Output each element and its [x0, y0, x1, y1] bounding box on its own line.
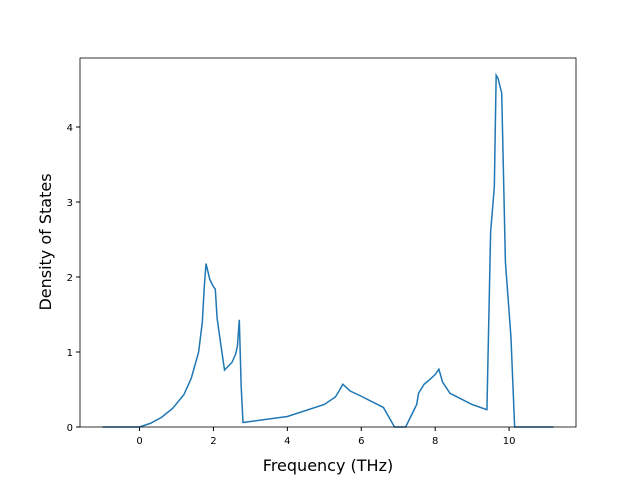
x-tick-label: 8 [432, 436, 438, 447]
y-tick-label: 4 [67, 123, 73, 134]
x-tick-label: 6 [358, 436, 364, 447]
y-tick-label: 0 [67, 423, 73, 434]
x-axis-label: Frequency (THz) [263, 456, 393, 475]
line-series [102, 72, 554, 428]
y-tick-label: 2 [67, 273, 73, 284]
plot-frame [79, 57, 577, 428]
x-tick-label: 10 [503, 436, 516, 447]
x-tick-label: 2 [210, 436, 216, 447]
y-tick-label: 1 [67, 348, 73, 359]
x-tick-label: 0 [136, 436, 142, 447]
x-tick-label: 4 [284, 436, 290, 447]
y-tick-label: 3 [67, 198, 73, 209]
y-axis-label: Density of States [36, 173, 55, 310]
